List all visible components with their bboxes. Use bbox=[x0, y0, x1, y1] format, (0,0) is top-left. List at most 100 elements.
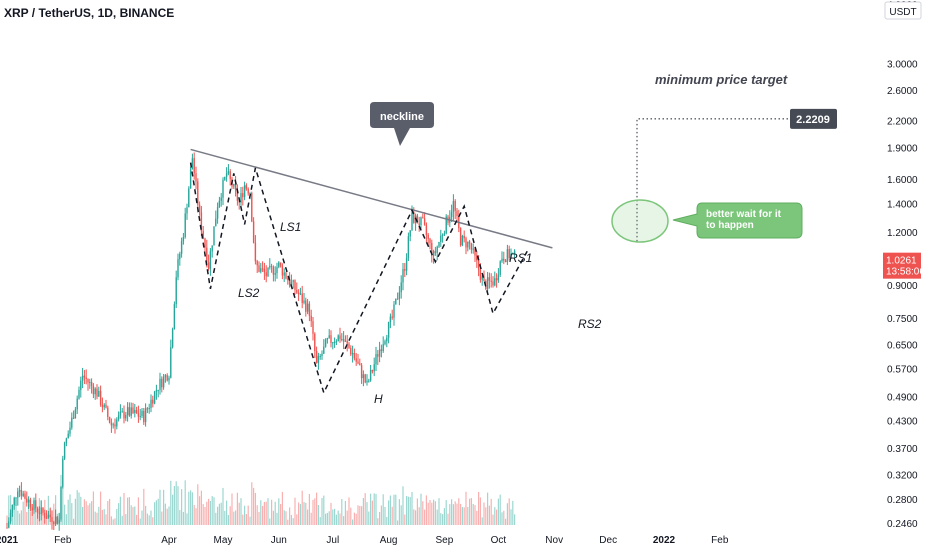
volume-bar bbox=[37, 514, 39, 525]
y-tick-label: 0.7500 bbox=[887, 314, 918, 325]
neckline-callout bbox=[370, 102, 434, 146]
candle-body bbox=[366, 380, 368, 383]
candle-body bbox=[94, 388, 96, 395]
volume-bar bbox=[391, 506, 393, 525]
volume-bar bbox=[15, 499, 17, 525]
candle-body bbox=[242, 193, 244, 198]
candle-body bbox=[146, 408, 149, 410]
volume-bar bbox=[454, 501, 456, 525]
x-tick-label: Feb bbox=[711, 535, 729, 546]
candle-body bbox=[139, 416, 141, 418]
candle-body bbox=[209, 251, 212, 269]
volume-bar bbox=[276, 512, 278, 525]
candle-body bbox=[170, 347, 172, 378]
volume-bar bbox=[100, 491, 102, 525]
candle-body bbox=[150, 399, 152, 409]
candle-body bbox=[425, 224, 428, 235]
candle-body bbox=[398, 292, 401, 299]
candle-body bbox=[359, 363, 361, 366]
candle-body bbox=[8, 521, 10, 528]
y-tick-label: 0.2800 bbox=[887, 495, 918, 506]
volume-bar bbox=[407, 496, 409, 525]
volume-bar bbox=[20, 510, 22, 525]
currency-box[interactable] bbox=[884, 1, 922, 20]
candle-body bbox=[197, 181, 199, 205]
volume-bar bbox=[272, 510, 274, 525]
volume-bar bbox=[280, 504, 282, 525]
candle-body bbox=[283, 272, 285, 276]
candle-body bbox=[72, 417, 75, 419]
candle-body bbox=[332, 342, 334, 344]
candle-body bbox=[117, 415, 120, 420]
volume-bar bbox=[490, 498, 492, 525]
candle-body bbox=[164, 375, 167, 378]
currency-label[interactable]: USDT bbox=[889, 7, 916, 18]
candle-body bbox=[179, 253, 181, 260]
volume-bar bbox=[121, 515, 123, 525]
volume-bar bbox=[479, 497, 481, 525]
candle-body bbox=[416, 215, 419, 224]
volume-bar bbox=[29, 511, 31, 525]
volume-bar bbox=[296, 514, 298, 525]
volume-bar bbox=[267, 498, 269, 525]
volume-bar bbox=[69, 494, 71, 525]
volume-bar bbox=[208, 498, 210, 525]
volume-bar bbox=[364, 493, 366, 525]
candle-body bbox=[427, 234, 429, 239]
wait-callout-line: to happen bbox=[706, 220, 754, 231]
volume-bar bbox=[159, 489, 161, 525]
candle-body bbox=[450, 212, 453, 218]
volume-bar bbox=[478, 491, 480, 525]
y-tick-label: 1.9000 bbox=[887, 144, 918, 155]
x-tick-label: Apr bbox=[161, 535, 177, 546]
volume-bar bbox=[242, 514, 244, 525]
candle-body bbox=[114, 424, 116, 427]
volume-bar bbox=[461, 507, 463, 525]
candle-body bbox=[171, 328, 174, 348]
candle-body bbox=[263, 268, 266, 273]
candle-body bbox=[256, 261, 258, 266]
candle-body bbox=[193, 158, 195, 174]
volume-bar bbox=[177, 486, 179, 525]
volume-bar bbox=[312, 499, 314, 525]
volume-bar bbox=[373, 493, 375, 525]
candle-body bbox=[18, 490, 21, 492]
volume-bar bbox=[411, 491, 413, 525]
volume-bar bbox=[235, 510, 237, 525]
volume-bar bbox=[78, 492, 80, 525]
candle-body bbox=[382, 344, 384, 351]
candle-body bbox=[177, 259, 179, 278]
volume-bar bbox=[330, 502, 332, 525]
volume-bar bbox=[107, 500, 109, 525]
volume-bar bbox=[301, 490, 303, 525]
candle-body bbox=[350, 348, 352, 355]
volume-bar bbox=[114, 518, 116, 525]
candle-body bbox=[315, 350, 318, 363]
volume-bar bbox=[310, 512, 312, 525]
candle-body bbox=[47, 514, 50, 519]
volume-bar bbox=[265, 501, 267, 525]
volume-bar bbox=[74, 498, 76, 525]
volume-bar bbox=[89, 503, 91, 525]
volume-bar bbox=[184, 480, 186, 525]
candle-body bbox=[351, 353, 354, 355]
volume-bar bbox=[445, 500, 447, 525]
candle-body bbox=[378, 349, 381, 357]
y-tick-label: 0.5700 bbox=[887, 365, 918, 376]
candle-body bbox=[510, 253, 512, 258]
candle-body bbox=[346, 340, 348, 344]
volume-bar bbox=[186, 513, 188, 525]
candle-body bbox=[245, 185, 248, 189]
candle-body bbox=[123, 411, 125, 419]
candle-body bbox=[6, 527, 8, 529]
candle-body bbox=[454, 200, 456, 211]
candle-body bbox=[159, 378, 161, 390]
candle-body bbox=[418, 223, 420, 225]
volume-bar bbox=[222, 487, 224, 525]
candle-body bbox=[31, 507, 33, 511]
x-tick-label: Aug bbox=[380, 535, 398, 546]
bar-countdown: 13:58:06 bbox=[886, 267, 925, 278]
candle-body bbox=[236, 190, 239, 201]
